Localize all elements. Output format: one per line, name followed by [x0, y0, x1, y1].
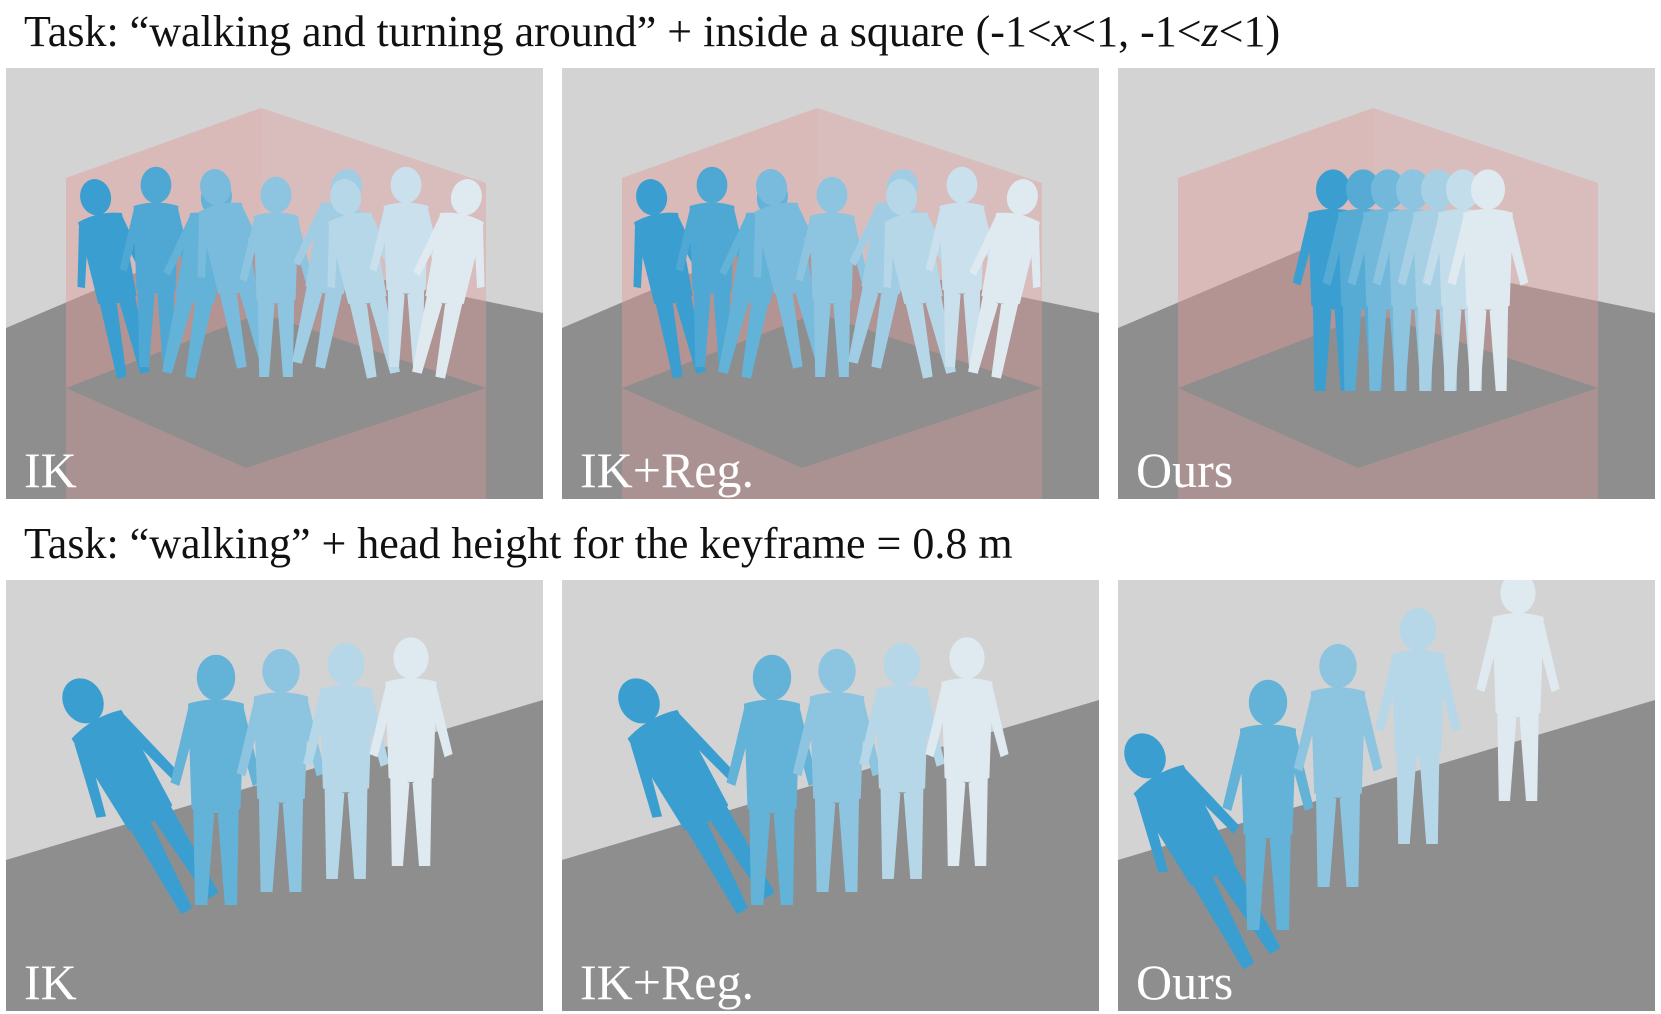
- render-scene: [1118, 68, 1655, 499]
- human-figure: [1293, 643, 1383, 887]
- task-title-1: Task: “walking and turning around” + ins…: [24, 7, 1281, 56]
- floor: [1118, 243, 1655, 499]
- human-figure: [859, 643, 945, 879]
- constraint-wall: [802, 388, 1042, 499]
- render-scene: [562, 580, 1099, 1011]
- panel-label: IK: [24, 954, 77, 1010]
- human-figure: [1447, 169, 1529, 391]
- panel-label: IK: [24, 442, 77, 498]
- render-scene: [6, 580, 543, 1011]
- human-figure: [1476, 580, 1560, 801]
- human-figure: [303, 643, 389, 879]
- panel-label: Ours: [1136, 954, 1234, 1010]
- human-figure: [369, 637, 453, 866]
- render-panel-ikreg-square: IK+Reg.: [562, 68, 1099, 499]
- human-figure: [1375, 608, 1461, 844]
- render-panel-ikreg-walking: IK+Reg.: [562, 580, 1099, 1011]
- human-figure: [62, 678, 219, 915]
- human-figure: [327, 179, 400, 379]
- human-figure: [170, 654, 262, 905]
- constraint-wall: [246, 388, 486, 499]
- constraint-wall: [622, 388, 802, 499]
- human-figure: [412, 179, 485, 379]
- render-panel-ik-square: IK: [6, 68, 543, 499]
- panel-label: IK+Reg.: [580, 442, 754, 498]
- floor: [1118, 700, 1655, 1011]
- constraint-wall: [66, 388, 246, 499]
- render-panel-ours-square: Ours: [1118, 68, 1655, 499]
- constraint-wall: [1178, 388, 1358, 499]
- human-figure: [968, 179, 1041, 379]
- human-figure: [925, 637, 1009, 866]
- human-figure: [792, 648, 882, 892]
- constraint-wall: [1358, 388, 1598, 499]
- render-scene: [6, 68, 543, 499]
- render-panel-ours-walking: Ours: [1118, 580, 1655, 1011]
- human-figure: [1222, 679, 1314, 930]
- render-scene: [562, 68, 1099, 499]
- render-scene: [1118, 580, 1655, 1011]
- human-figure: [239, 176, 313, 377]
- task-title-2: Task: “walking” + head height for the ke…: [24, 519, 1013, 568]
- panel-label: IK+Reg.: [580, 954, 754, 1010]
- render-panel-ik-walking: IK: [6, 580, 543, 1011]
- panel-label: Ours: [1136, 442, 1234, 498]
